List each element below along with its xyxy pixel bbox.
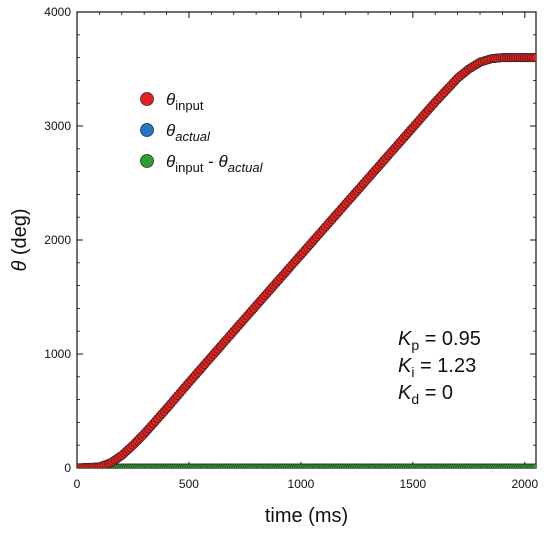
x-tick-label: 500 <box>179 477 199 491</box>
legend-actual-marker <box>140 123 154 137</box>
series-marks <box>77 53 536 468</box>
legend-difference-label: θinput - θactual <box>166 152 264 175</box>
y-tick-label: 1000 <box>44 347 71 361</box>
series-input <box>77 53 536 468</box>
gain-i: Ki = 1.23 <box>398 355 476 380</box>
legend-difference-marker <box>140 154 154 168</box>
x-tick-label: 0 <box>74 477 81 491</box>
series-diff <box>77 463 536 468</box>
y-axis-unit: (deg) <box>9 208 31 260</box>
y-tick-label: 4000 <box>44 5 71 19</box>
plot-area: 0 500 1000 1500 2000 0 1000 2000 3000 4000 time (m… <box>9 5 538 527</box>
y-tick-label: 3000 <box>44 119 71 133</box>
x-tick-label: 2000 <box>511 477 538 491</box>
legend-input-marker <box>140 92 154 106</box>
input-point <box>531 53 536 63</box>
series-actual <box>77 53 536 468</box>
y-tick-label: 2000 <box>44 233 71 247</box>
x-tick-label: 1000 <box>288 477 315 491</box>
x-tick-label: 1500 <box>400 477 427 491</box>
legend: θinput θactual θinput - θactual <box>140 90 264 175</box>
legend-actual-label: θactual <box>166 121 211 144</box>
y-axis-symbol: θ <box>9 261 31 272</box>
plot-frame <box>76 11 537 469</box>
diff-point <box>531 463 536 468</box>
y-axis-label: θ (deg) <box>9 208 31 271</box>
gain-d: Kd = 0 <box>398 382 453 407</box>
legend-input-label: θinput <box>166 90 204 113</box>
x-axis-label: time (ms) <box>265 505 348 527</box>
y-tick-label: 0 <box>64 461 71 475</box>
gain-p: Kp = 0.95 <box>398 328 481 353</box>
